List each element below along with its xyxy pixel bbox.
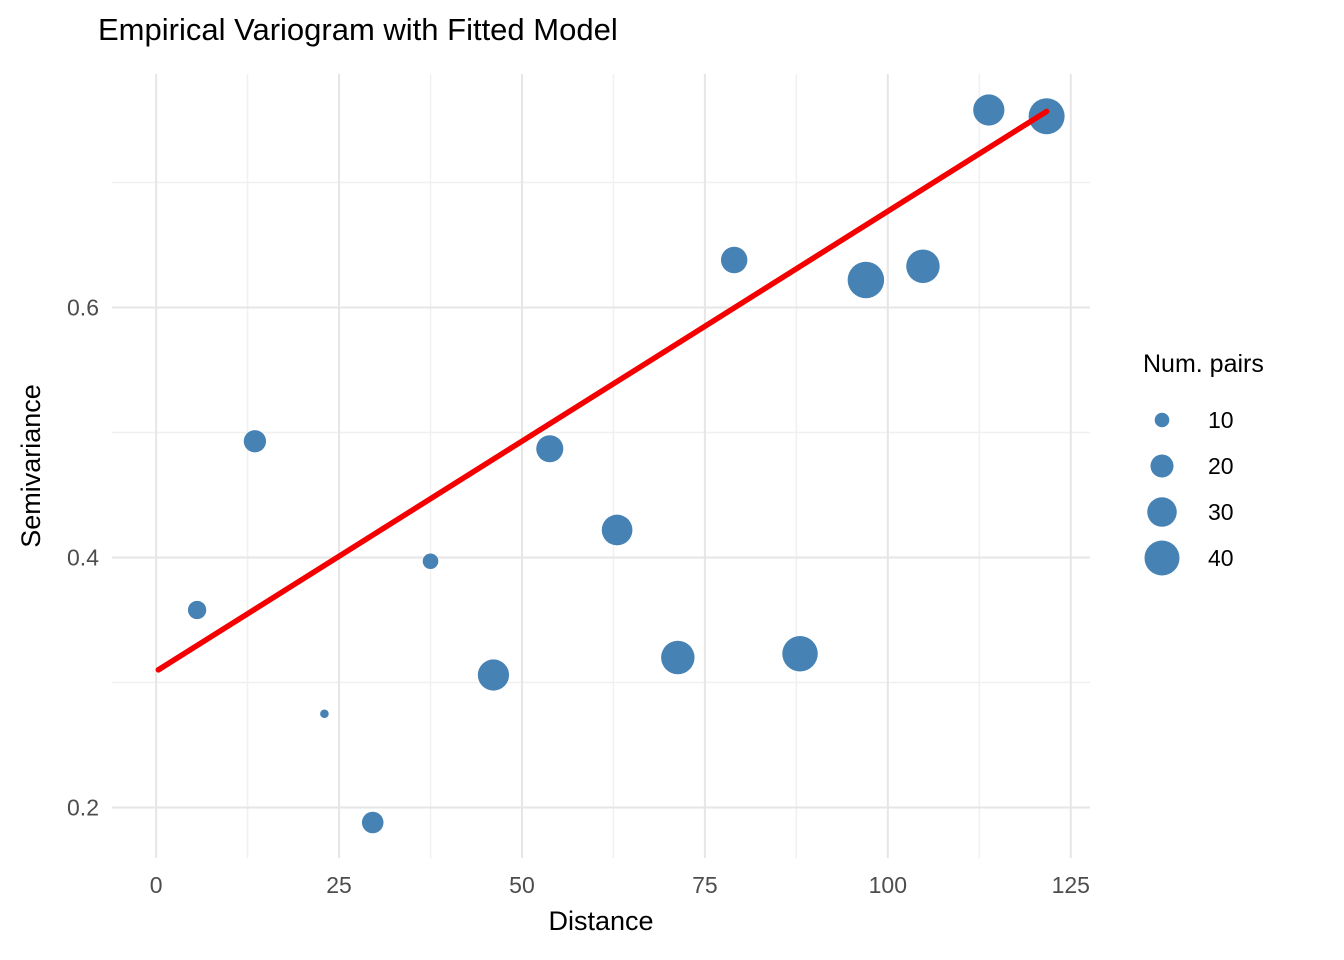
legend-circle-icon [1144, 540, 1180, 576]
variogram-point [973, 94, 1005, 126]
y-tick-label: 0.2 [67, 795, 99, 821]
legend-key [1130, 397, 1194, 443]
legend-key [1130, 489, 1194, 535]
legend-item-label: 20 [1208, 452, 1234, 479]
legend-key [1130, 535, 1194, 581]
y-axis-title: Semivariance [16, 384, 46, 548]
legend-item: 10 [1130, 397, 1340, 443]
legend-circle-icon [1154, 412, 1170, 428]
legend: Num. pairs 10 20 30 40 [1130, 350, 1340, 581]
legend-item: 20 [1130, 443, 1340, 489]
chart-title: Empirical Variogram with Fitted Model [98, 12, 618, 47]
variogram-point [361, 811, 384, 834]
legend-item: 40 [1130, 535, 1340, 581]
legend-key-circle-canvas [1154, 412, 1170, 428]
variogram-point [320, 709, 329, 719]
variogram-point [477, 659, 510, 691]
variogram-point [720, 246, 748, 274]
legend-key-circle-canvas [1147, 497, 1177, 527]
legend-key-circle-canvas [1144, 540, 1180, 576]
x-tick-label: 50 [509, 872, 535, 898]
gridlines-minor [112, 74, 1090, 858]
legend-item: 30 [1130, 489, 1340, 535]
x-tick-label: 75 [692, 872, 718, 898]
y-axis-tick-labels: 0.2 0.4 0.6 [67, 295, 99, 821]
fitted-model-line [155, 108, 1050, 673]
x-axis-tick-labels: 0 25 50 75 100 125 [150, 872, 1090, 898]
legend-item-label: 30 [1208, 498, 1234, 525]
variogram-point [422, 553, 439, 570]
variogram-point [243, 430, 267, 453]
variogram-point [187, 600, 207, 620]
legend-item-label: 10 [1208, 406, 1234, 433]
variogram-point [782, 635, 818, 672]
variogram-point [601, 514, 633, 546]
variogram-point [1028, 98, 1065, 135]
data-points [187, 94, 1065, 834]
y-tick-label: 0.4 [67, 545, 99, 571]
fitted-line [155, 108, 1050, 673]
legend-key [1130, 443, 1194, 489]
x-tick-label: 25 [326, 872, 352, 898]
variogram-point [847, 261, 885, 299]
legend-circle-icon [1147, 497, 1177, 527]
variogram-point [536, 435, 564, 463]
y-tick-label: 0.6 [67, 295, 99, 321]
x-axis-title: Distance [548, 906, 653, 936]
gridlines-major [112, 74, 1090, 858]
legend-item-label: 40 [1208, 544, 1234, 571]
legend-circle-icon [1150, 454, 1174, 478]
variogram-point [906, 249, 940, 283]
x-tick-label: 0 [150, 872, 163, 898]
legend-key-circle-canvas [1150, 454, 1174, 478]
variogram-point [661, 640, 695, 675]
legend-items: 10 20 30 40 [1130, 397, 1340, 581]
x-tick-label: 100 [869, 872, 907, 898]
x-tick-label: 125 [1052, 872, 1090, 898]
legend-title: Num. pairs [1143, 350, 1264, 378]
